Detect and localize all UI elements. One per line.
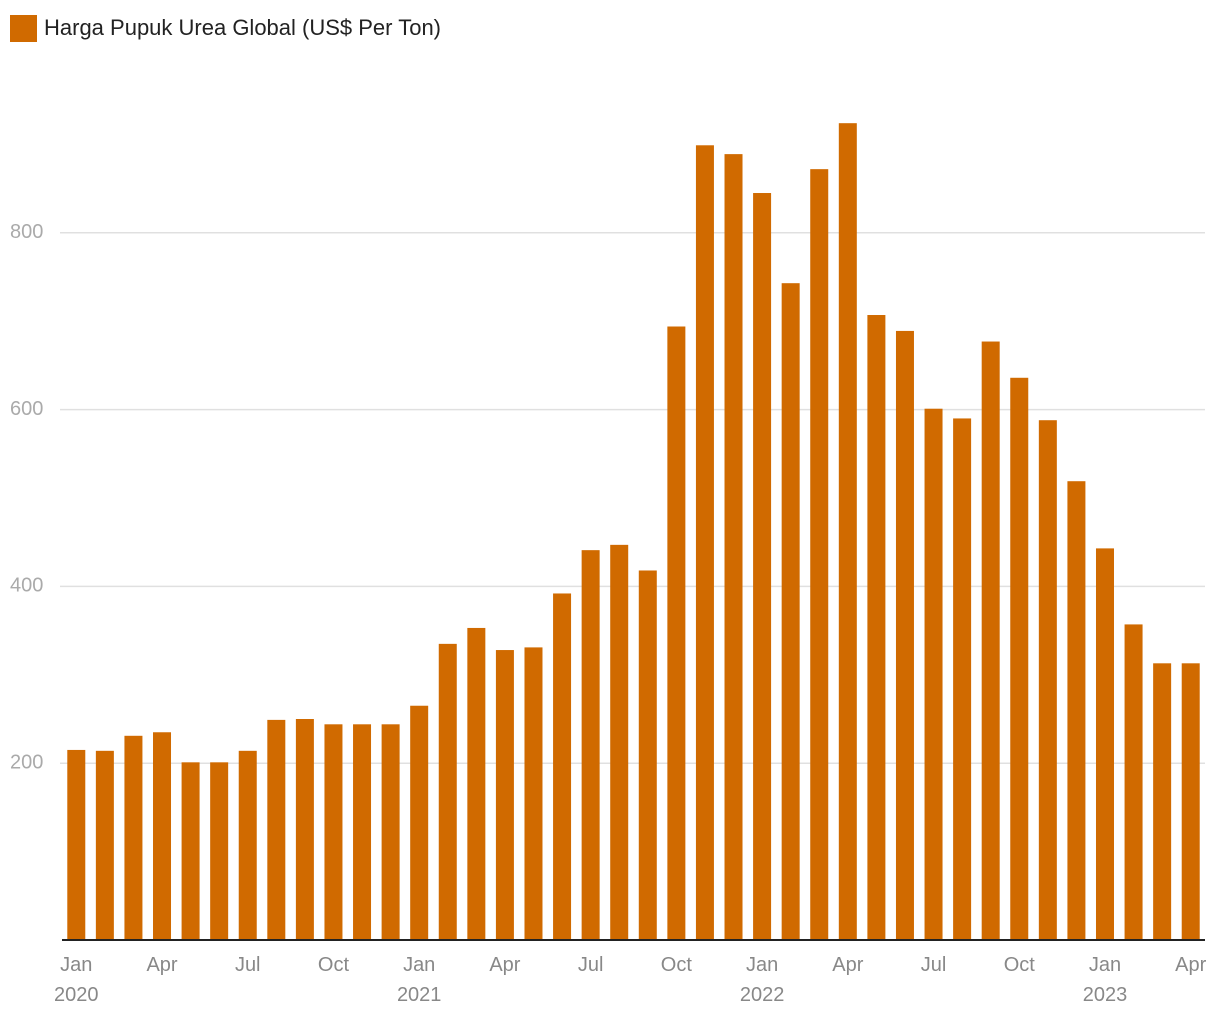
x-tick-label: Jan 2020: [54, 954, 99, 1006]
bar: [781, 283, 800, 940]
bar: [867, 315, 886, 941]
bar: [553, 593, 572, 940]
bar: [381, 724, 400, 940]
x-tick-label: Apr: [489, 954, 520, 976]
y-tick-label: 600: [10, 398, 43, 420]
x-tick-label: Jan 2021: [397, 954, 442, 1006]
y-tick-label: 200: [10, 751, 43, 773]
bar: [124, 735, 143, 940]
bar: [438, 643, 457, 940]
bar: [181, 762, 200, 940]
x-tick-label: Jan 2023: [1083, 954, 1128, 1006]
bar: [638, 570, 657, 940]
bar: [95, 750, 114, 940]
bar: [210, 762, 229, 940]
bar: [467, 627, 486, 940]
bar: [1095, 548, 1114, 940]
x-tick-label: Apr: [832, 954, 863, 976]
bar: [695, 145, 714, 940]
x-tick-label: Jul: [578, 954, 604, 976]
bar: [838, 123, 857, 940]
legend-label: Harga Pupuk Urea Global (US$ Per Ton): [44, 15, 441, 40]
bar: [667, 326, 686, 940]
x-tick-label: Oct: [1004, 954, 1036, 976]
x-tick-label: Oct: [318, 954, 350, 976]
x-tick-label: Apr: [146, 954, 177, 976]
bar: [1067, 481, 1086, 940]
x-tick-label: Jul: [921, 954, 947, 976]
bar: [895, 330, 914, 940]
bar: [495, 650, 514, 940]
bar: [724, 154, 743, 940]
bar: [953, 418, 972, 940]
bar: [238, 750, 257, 940]
bar: [410, 705, 429, 940]
bar: [324, 724, 343, 940]
y-tick-label: 400: [10, 575, 43, 597]
bar: [267, 719, 286, 940]
bar: [524, 647, 543, 940]
bar: [295, 719, 314, 940]
bar: [581, 550, 600, 940]
bar: [1181, 663, 1200, 940]
bar: [1010, 377, 1029, 940]
x-tick-label: Oct: [661, 954, 693, 976]
bar: [67, 749, 86, 940]
bar: [981, 341, 1000, 941]
bar: [924, 408, 943, 940]
bar: [153, 732, 172, 940]
bar: [810, 169, 829, 941]
bar: [753, 193, 772, 940]
bar: [610, 544, 629, 940]
bar: [1038, 420, 1057, 940]
y-tick-label: 800: [10, 221, 43, 243]
x-tick-label: Apr: [1175, 954, 1206, 976]
bar: [353, 724, 372, 940]
bar: [1153, 663, 1172, 940]
x-tick-label: Jul: [235, 954, 261, 976]
x-tick-label: Jan 2022: [740, 954, 785, 1006]
bar: [1124, 624, 1143, 940]
legend-swatch: [10, 15, 37, 42]
